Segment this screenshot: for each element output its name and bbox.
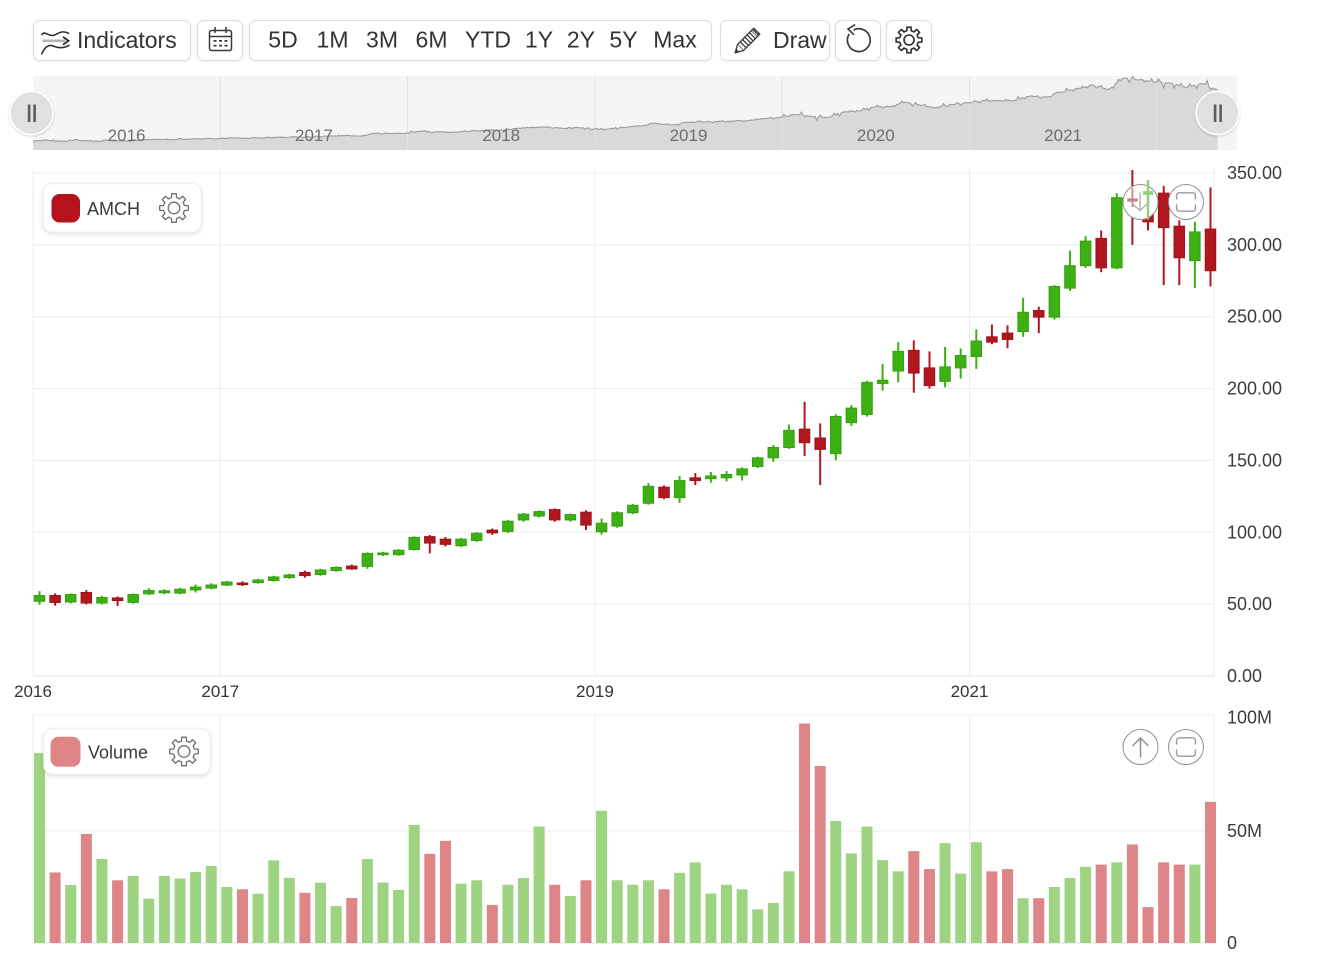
- svg-text:100.00: 100.00: [1227, 522, 1282, 542]
- svg-text:0: 0: [1227, 933, 1237, 953]
- svg-text:250.00: 250.00: [1227, 307, 1282, 327]
- svg-text:2019: 2019: [670, 126, 708, 145]
- svg-text:350.00: 350.00: [1227, 163, 1282, 183]
- svg-text:150.00: 150.00: [1227, 450, 1282, 470]
- svg-text:100M: 100M: [1227, 708, 1272, 728]
- svg-text:Volume: Volume: [88, 743, 148, 763]
- svg-text:2021: 2021: [951, 682, 989, 701]
- svg-text:50M: 50M: [1227, 821, 1262, 841]
- svg-text:300.00: 300.00: [1227, 235, 1282, 255]
- svg-text:2020: 2020: [857, 126, 895, 145]
- svg-text:2018: 2018: [482, 126, 520, 145]
- svg-text:0.00: 0.00: [1227, 666, 1262, 686]
- svg-text:2019: 2019: [576, 682, 614, 701]
- svg-text:2021: 2021: [1044, 126, 1082, 145]
- svg-text:2017: 2017: [295, 126, 333, 145]
- svg-text:200.00: 200.00: [1227, 379, 1282, 399]
- svg-text:2016: 2016: [108, 126, 146, 145]
- svg-text:2016: 2016: [14, 682, 52, 701]
- svg-text:AMCH: AMCH: [87, 199, 140, 219]
- svg-text:50.00: 50.00: [1227, 594, 1272, 614]
- svg-text:2017: 2017: [201, 682, 239, 701]
